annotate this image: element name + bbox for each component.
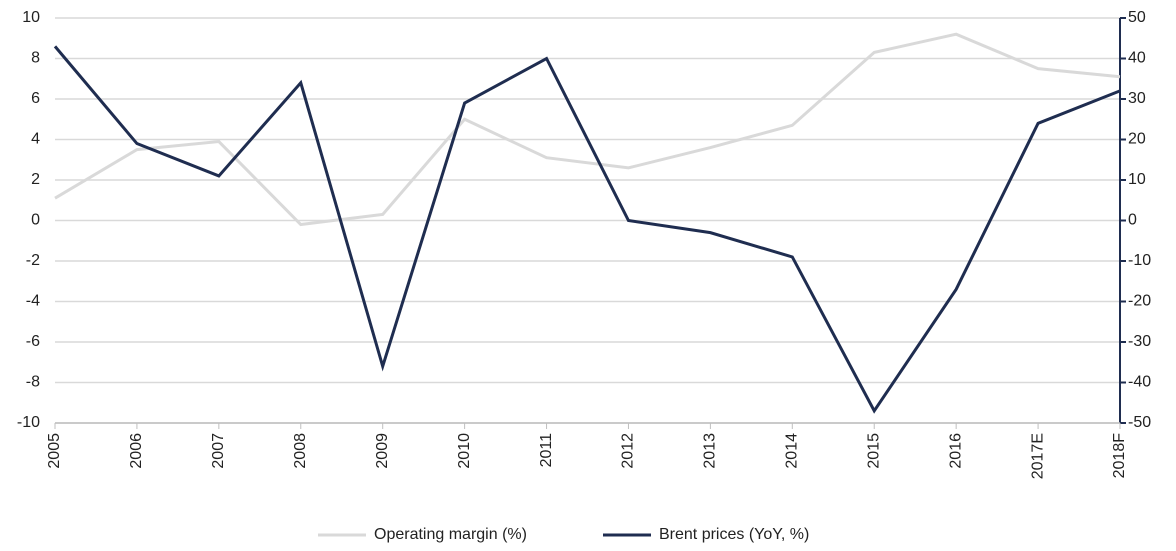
x-tick-label: 2016 (947, 433, 964, 469)
y2-tick-label: -50 (1128, 414, 1151, 431)
y2-tick-label: 0 (1128, 212, 1137, 229)
y-tick-label: 0 (31, 212, 40, 229)
x-tick-label: 2012 (620, 433, 637, 469)
series-line (53, 45, 1121, 414)
x-tick-label: 2018F (1111, 433, 1128, 479)
y2-tick-label: 50 (1128, 9, 1146, 26)
y-tick-label: 6 (31, 90, 40, 107)
series-line (54, 32, 1121, 227)
x-tick-label: 2005 (46, 433, 63, 469)
y2-tick-label: -10 (1128, 252, 1151, 269)
x-tick-label: 2014 (784, 433, 801, 469)
y2-tick-label: 20 (1128, 131, 1146, 148)
y-tick-label: 2 (31, 171, 40, 188)
x-tick-label: 2017E (1029, 433, 1046, 479)
y-tick-label: -4 (26, 293, 40, 310)
x-tick-label: 2011 (538, 433, 555, 468)
x-tick-label: 2009 (374, 433, 391, 469)
y-tick-label: 8 (31, 50, 40, 67)
x-tick-label: 2015 (865, 433, 882, 469)
y-tick-label: -2 (26, 252, 40, 269)
x-tick-label: 2013 (702, 433, 719, 469)
y2-tick-label: 30 (1128, 90, 1146, 107)
y2-tick-label: -20 (1128, 293, 1151, 310)
y2-tick-label: 10 (1128, 171, 1146, 188)
y-tick-label: 10 (22, 9, 40, 26)
y-tick-label: -8 (26, 374, 40, 391)
y-tick-label: -10 (17, 414, 40, 431)
x-tick-label: 2007 (210, 433, 227, 469)
x-tick-label: 2006 (128, 433, 145, 469)
legend-label: Brent prices (YoY, %) (659, 526, 809, 543)
y2-tick-label: -40 (1128, 374, 1151, 391)
x-tick-label: 2010 (456, 433, 473, 469)
y-tick-label: -6 (26, 333, 40, 350)
y2-tick-label: 40 (1128, 50, 1146, 67)
x-tick-label: 2008 (292, 433, 309, 469)
y2-tick-label: -30 (1128, 333, 1151, 350)
legend-label: Operating margin (%) (374, 526, 527, 543)
y-tick-label: 4 (31, 131, 40, 148)
